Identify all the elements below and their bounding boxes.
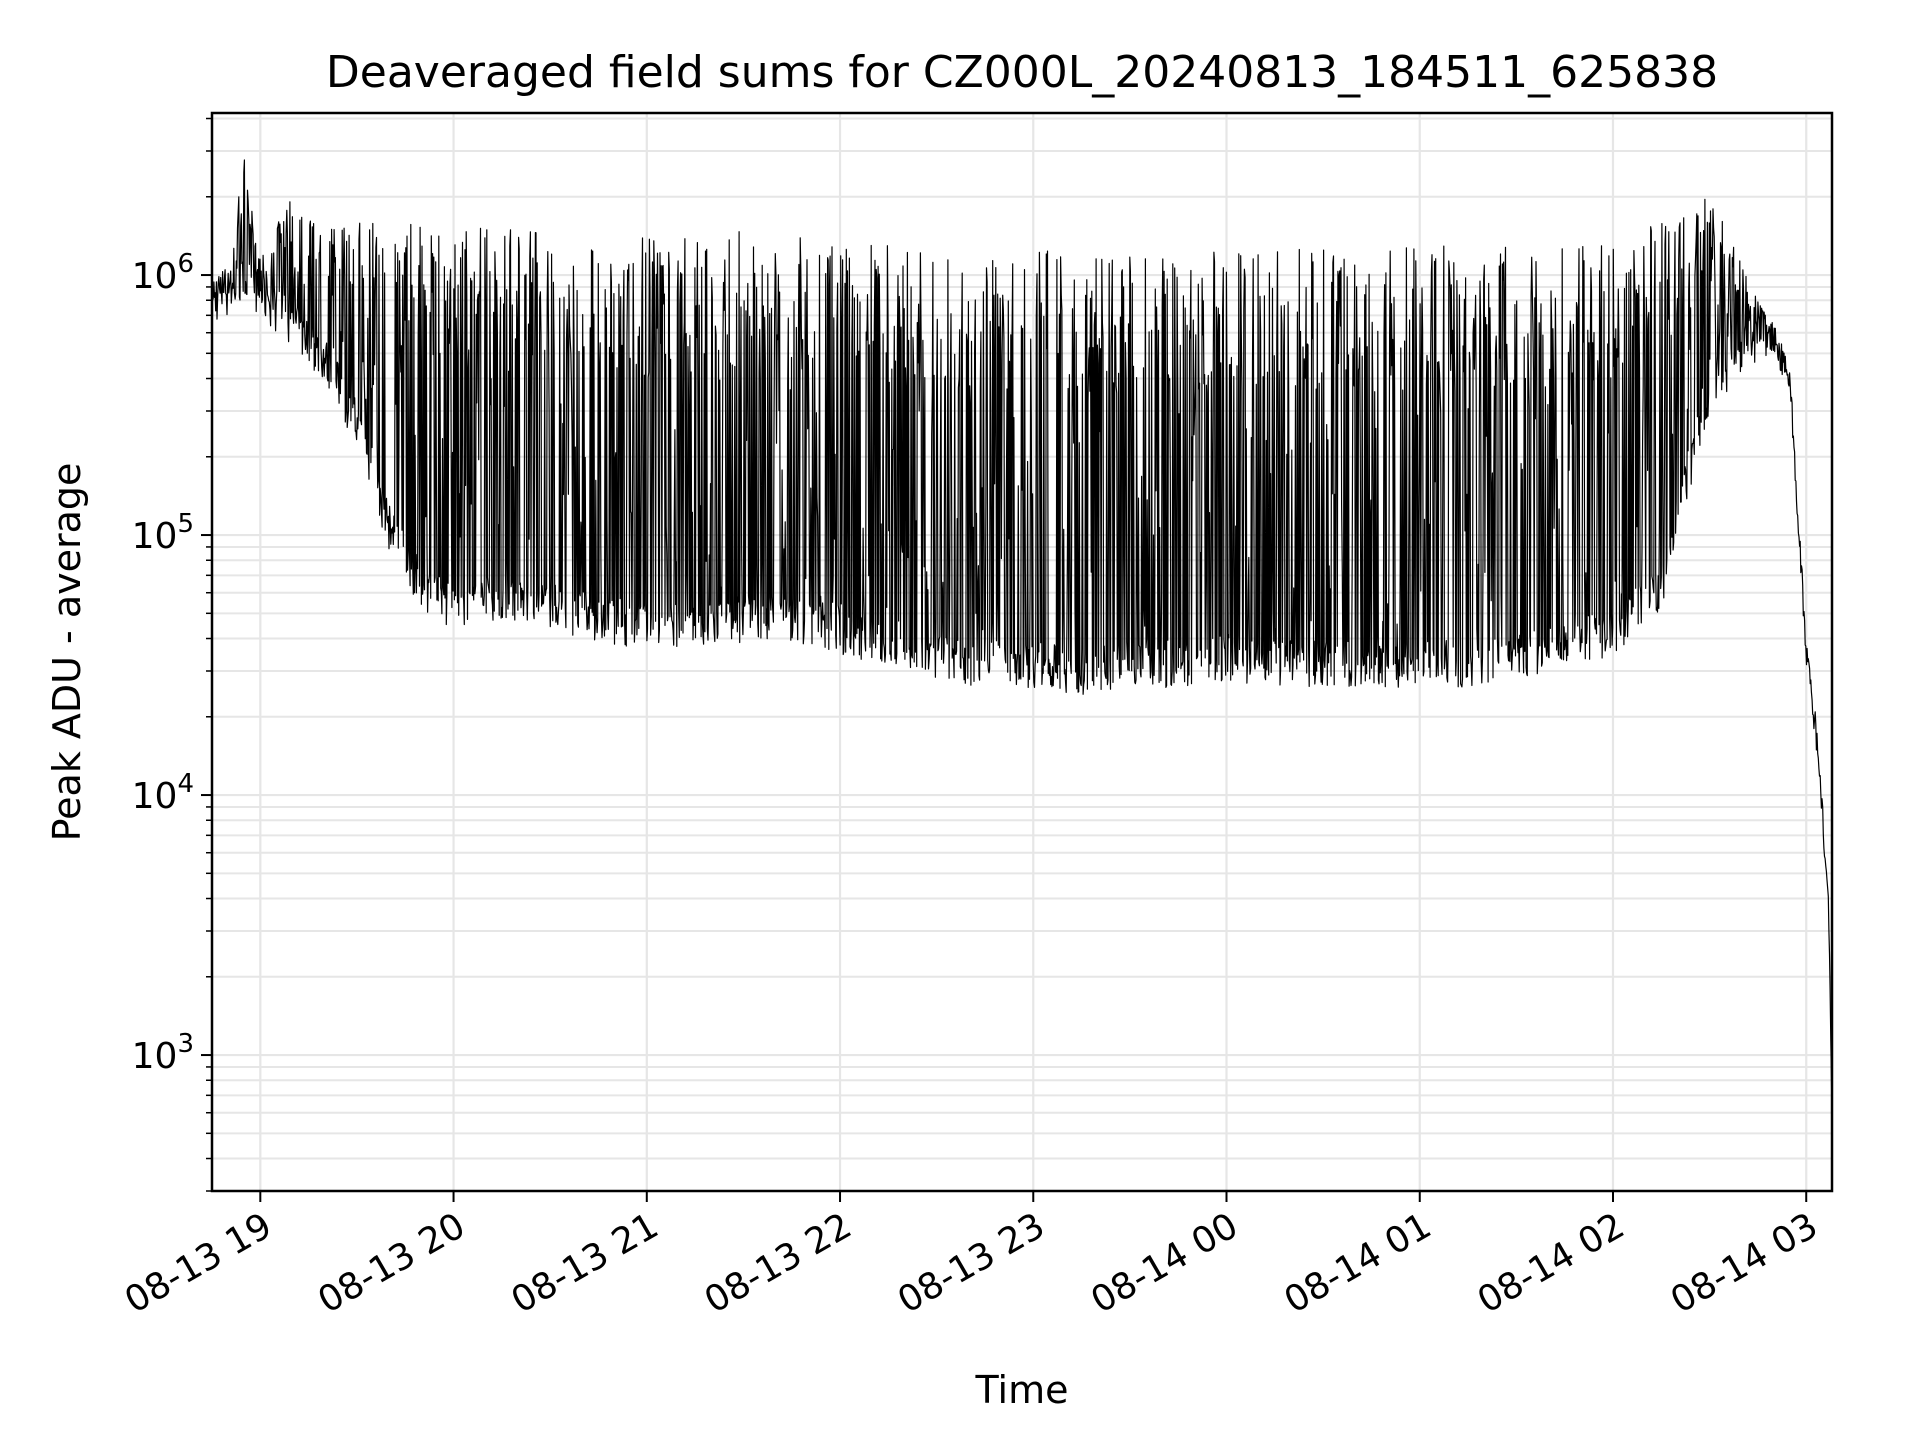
y-axis-ticks: 103 104 105 106 <box>132 117 212 1192</box>
series-layer <box>211 159 1833 1112</box>
chart-title: Deaveraged field sums for CZ000L_2024081… <box>326 47 1718 98</box>
series-line <box>211 159 1833 1112</box>
y-tick-label: 103 <box>132 1029 194 1077</box>
x-axis-label: Time <box>975 1368 1069 1412</box>
y-tick-label: 104 <box>132 769 194 817</box>
y-tick-label: 106 <box>132 249 194 297</box>
plot-frame <box>210 111 1834 1193</box>
y-tick-label: 105 <box>132 509 194 557</box>
y-axis-label: Peak ADU - average <box>45 463 89 842</box>
